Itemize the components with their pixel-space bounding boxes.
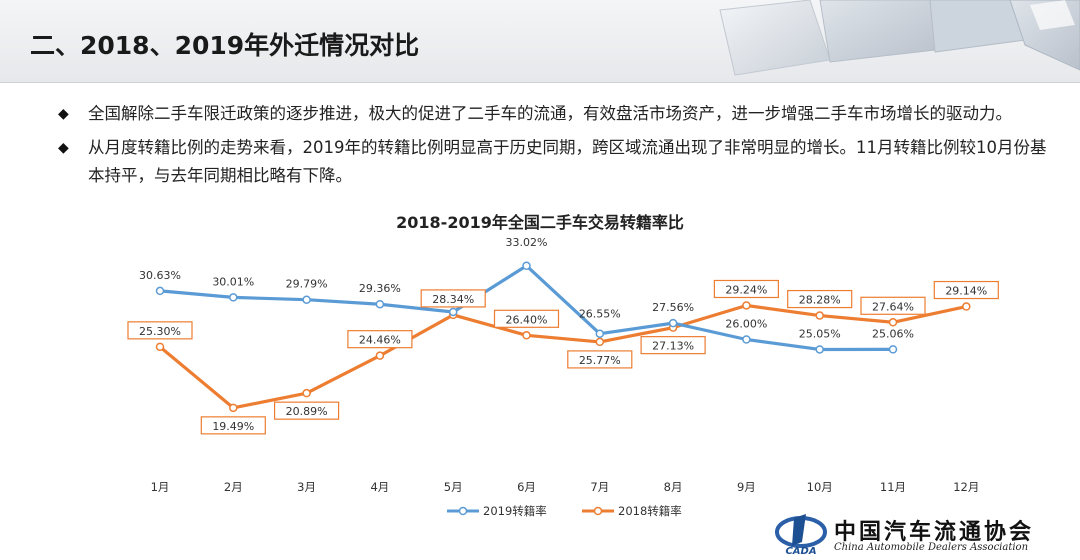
data-label: 26.00%	[725, 318, 767, 331]
page-title: 二、2018、2019年外迁情况对比	[30, 31, 420, 60]
data-label: 25.05%	[799, 327, 841, 340]
data-label: 26.55%	[579, 308, 621, 321]
data-point	[522, 261, 531, 271]
data-point	[815, 311, 824, 320]
data-point	[302, 388, 311, 398]
bullet-item: ◆ 从月度转籍比例的走势来看，2019年的转籍比例明显高于历史同期，跨区域流通出…	[58, 134, 1048, 190]
diamond-bullet-icon: ◆	[58, 140, 69, 156]
bullet-list: ◆ 全国解除二手车限迁政策的逐步推进，极大的促进了二手车的流通，有效盘活市场资产…	[58, 100, 1048, 196]
legend-marker	[458, 506, 468, 516]
line-chart: 2018-2019年全国二手车交易转籍率比 30.63% 30.01% 29.79%…	[127, 213, 999, 518]
data-label: 28.28%	[799, 294, 841, 307]
data-point	[742, 301, 751, 310]
cada-logo-icon: CADA	[775, 514, 827, 556]
x-tick-label: 10月	[807, 480, 833, 494]
data-point	[375, 351, 385, 360]
data-label-box	[274, 401, 340, 420]
x-tick-label: 9月	[737, 480, 756, 494]
data-label-box	[640, 336, 706, 355]
data-point	[888, 318, 898, 327]
data-label-box	[200, 416, 266, 435]
chart-title: 2018-2019年全国二手车交易转籍率比	[396, 213, 684, 232]
data-point	[742, 335, 751, 344]
x-tick-label: 6月	[517, 480, 536, 494]
organization-logo: CADA 中国汽车流通协会 China Automobile Dealers A…	[772, 512, 1072, 558]
data-label-box	[787, 289, 853, 309]
chart-legend: 2019转籍率 2018转籍率	[447, 504, 682, 518]
x-tick-label: 3月	[297, 480, 316, 494]
data-label: 25.77%	[579, 354, 621, 367]
data-label: 27.13%	[652, 340, 694, 353]
data-label: 29.79%	[286, 278, 328, 291]
data-label: 25.06%	[872, 327, 914, 340]
data-point	[595, 329, 605, 338]
data-label-box	[860, 296, 926, 315]
data-point	[595, 337, 605, 347]
header-decoration-image	[719, 0, 1080, 76]
data-label: 24.46%	[359, 334, 401, 347]
data-label: 19.49%	[212, 420, 254, 433]
data-label: 29.36%	[359, 282, 401, 295]
data-point	[155, 342, 165, 352]
data-label: 30.63%	[139, 269, 181, 282]
svg-text:CADA: CADA	[785, 546, 816, 556]
chart-area: 2018-2019年全国二手车交易转籍率比 30.63% 30.01% 29.79%…	[0, 205, 1080, 525]
logo-chinese-name: 中国汽车流通协会	[834, 519, 1035, 545]
series-line-2018	[158, 303, 967, 410]
data-point	[229, 403, 238, 413]
legend-marker	[593, 506, 603, 516]
x-tick-label: 11月	[880, 480, 906, 494]
data-point	[815, 345, 824, 354]
x-tick-label: 4月	[370, 480, 389, 494]
data-label-box	[713, 279, 780, 299]
data-point	[888, 345, 898, 354]
bullet-text: 全国解除二手车限迁政策的逐步推进，极大的促进了二手车的流通，有效盘活市场资产，进…	[88, 104, 1012, 123]
x-tick-label: 1月	[151, 480, 170, 494]
data-label: 20.89%	[286, 405, 328, 418]
data-label-box	[567, 350, 633, 369]
data-label: 29.24%	[725, 283, 767, 296]
data-label-box	[127, 321, 193, 340]
legend-label: 2018转籍率	[618, 504, 682, 518]
data-label: 25.30%	[139, 325, 181, 338]
x-tick-label: 2月	[224, 480, 243, 494]
data-label: 28.34%	[432, 293, 474, 306]
data-label: 27.56%	[652, 301, 694, 314]
logo-english-name: China Automobile Dealers Association	[834, 542, 1029, 553]
data-label-box	[933, 280, 999, 300]
x-tick-label: 5月	[444, 480, 463, 494]
legend-label: 2019转籍率	[483, 504, 547, 518]
data-label: 30.01%	[212, 275, 254, 288]
data-label-box	[347, 330, 413, 349]
title-bar: 二、2018、2019年外迁情况对比	[0, 0, 1080, 83]
data-label-box	[420, 289, 486, 308]
data-point	[375, 299, 385, 309]
data-label: 29.14%	[945, 285, 987, 298]
data-point	[448, 307, 458, 317]
x-tick-label: 8月	[664, 480, 683, 494]
diamond-bullet-icon: ◆	[58, 106, 69, 122]
data-label: 33.02%	[506, 236, 548, 249]
data-point	[522, 331, 531, 340]
data-label: 27.64%	[872, 300, 914, 313]
bullet-item: ◆ 全国解除二手车限迁政策的逐步推进，极大的促进了二手车的流通，有效盘活市场资产…	[58, 100, 1048, 128]
data-point	[302, 295, 311, 304]
x-tick-label: 7月	[590, 480, 609, 494]
data-label-box	[493, 309, 560, 328]
bullet-text: 从月度转籍比例的走势来看，2019年的转籍比例明显高于历史同期，跨区域流通出现了…	[88, 138, 1047, 185]
data-point	[962, 302, 971, 311]
data-point	[155, 286, 165, 296]
data-label: 26.40%	[506, 313, 548, 326]
x-tick-label: 12月	[953, 480, 979, 494]
data-point	[229, 293, 238, 302]
data-point	[668, 318, 678, 328]
